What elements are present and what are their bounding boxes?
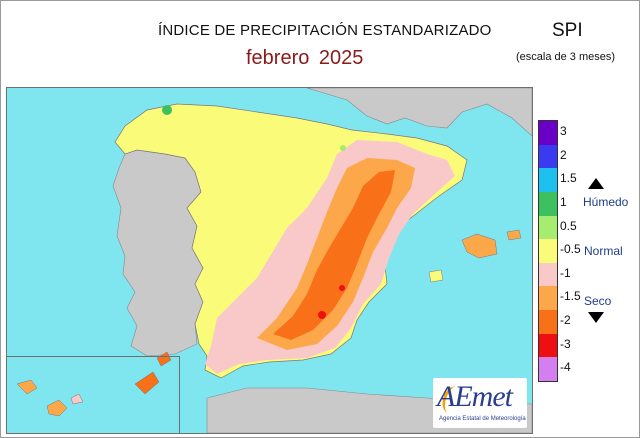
- logo-wordmark: AEmet: [437, 380, 513, 413]
- legend-tick-label: -2: [560, 313, 571, 328]
- spi-wet-spot-pyrenees: [340, 145, 346, 151]
- legend-dry-label: Seco: [584, 294, 612, 308]
- map-period: febrero 2025: [246, 47, 364, 69]
- portugal-land: [112, 149, 204, 357]
- wet-arrow-up-icon: [588, 178, 604, 189]
- legend-tick-label: -4: [560, 360, 571, 375]
- legend-tick-label: -0.5: [560, 242, 581, 257]
- legend-swatch: [539, 168, 557, 192]
- canary-gran-canaria: [46, 399, 68, 417]
- legend-swatch: [539, 144, 557, 169]
- legend-tick-label: 1.5: [560, 171, 577, 186]
- dry-arrow-down-icon: [588, 312, 604, 323]
- spi-band-minus-2: [273, 170, 395, 340]
- legend-swatch: [539, 286, 557, 311]
- legend-swatch: [539, 215, 557, 240]
- map-canvas: [16, 88, 532, 433]
- index-code: SPI: [552, 20, 583, 41]
- legend-tick-label: -1: [560, 265, 571, 280]
- spi-legend: 3 2 1.5 1 0.5 -0.5 -1 -1.5 -2 -3 -4 Húmedo Normal …: [532, 120, 638, 382]
- legend-swatch: [539, 239, 557, 263]
- canary-fuerteventura: [134, 371, 160, 395]
- legend-tick-label: 3: [560, 124, 567, 138]
- legend-color-bar: [538, 120, 558, 382]
- spi-core-minus-3-a: [318, 311, 326, 319]
- menorca: [506, 229, 522, 241]
- legend-swatch: [539, 310, 557, 334]
- scale-note: (escala de 3 meses): [516, 51, 616, 63]
- legend-swatch: [539, 357, 557, 381]
- legend-tick-label: -3: [560, 336, 571, 351]
- legend-wet-label: Húmedo: [583, 195, 629, 209]
- canary-tenerife: [16, 379, 38, 395]
- canary-lanzarote: [156, 351, 172, 367]
- legend-tick-label: 0.5: [560, 218, 577, 233]
- logo-subtitle: Agencia Estatal de Meteorología: [439, 416, 526, 422]
- legend-normal-label: Normal: [584, 244, 623, 258]
- legend-swatch: [539, 121, 557, 145]
- ibiza: [428, 269, 444, 283]
- canary-gomera: [70, 393, 84, 405]
- france-land: [306, 88, 532, 137]
- legend-swatch: [539, 262, 557, 287]
- legend-swatch: [539, 333, 557, 358]
- legend-swatch: [539, 191, 557, 216]
- canary-inset-box: [7, 356, 180, 433]
- legend-tick-label: -1.5: [560, 289, 581, 304]
- spi-map: AEmet Agencia Estatal de Meteorología: [6, 87, 533, 434]
- spi-core-minus-3-b: [339, 285, 345, 291]
- legend-tick-label: 1: [560, 194, 567, 209]
- mallorca: [461, 233, 498, 259]
- legend-tick-label: 2: [560, 147, 567, 162]
- aemet-logo: AEmet Agencia Estatal de Meteorología: [433, 378, 527, 428]
- spi-wet-spot-galicia: [162, 105, 172, 115]
- map-title: ÍNDICE DE PRECIPITACIÓN ESTANDARIZADO: [158, 22, 492, 39]
